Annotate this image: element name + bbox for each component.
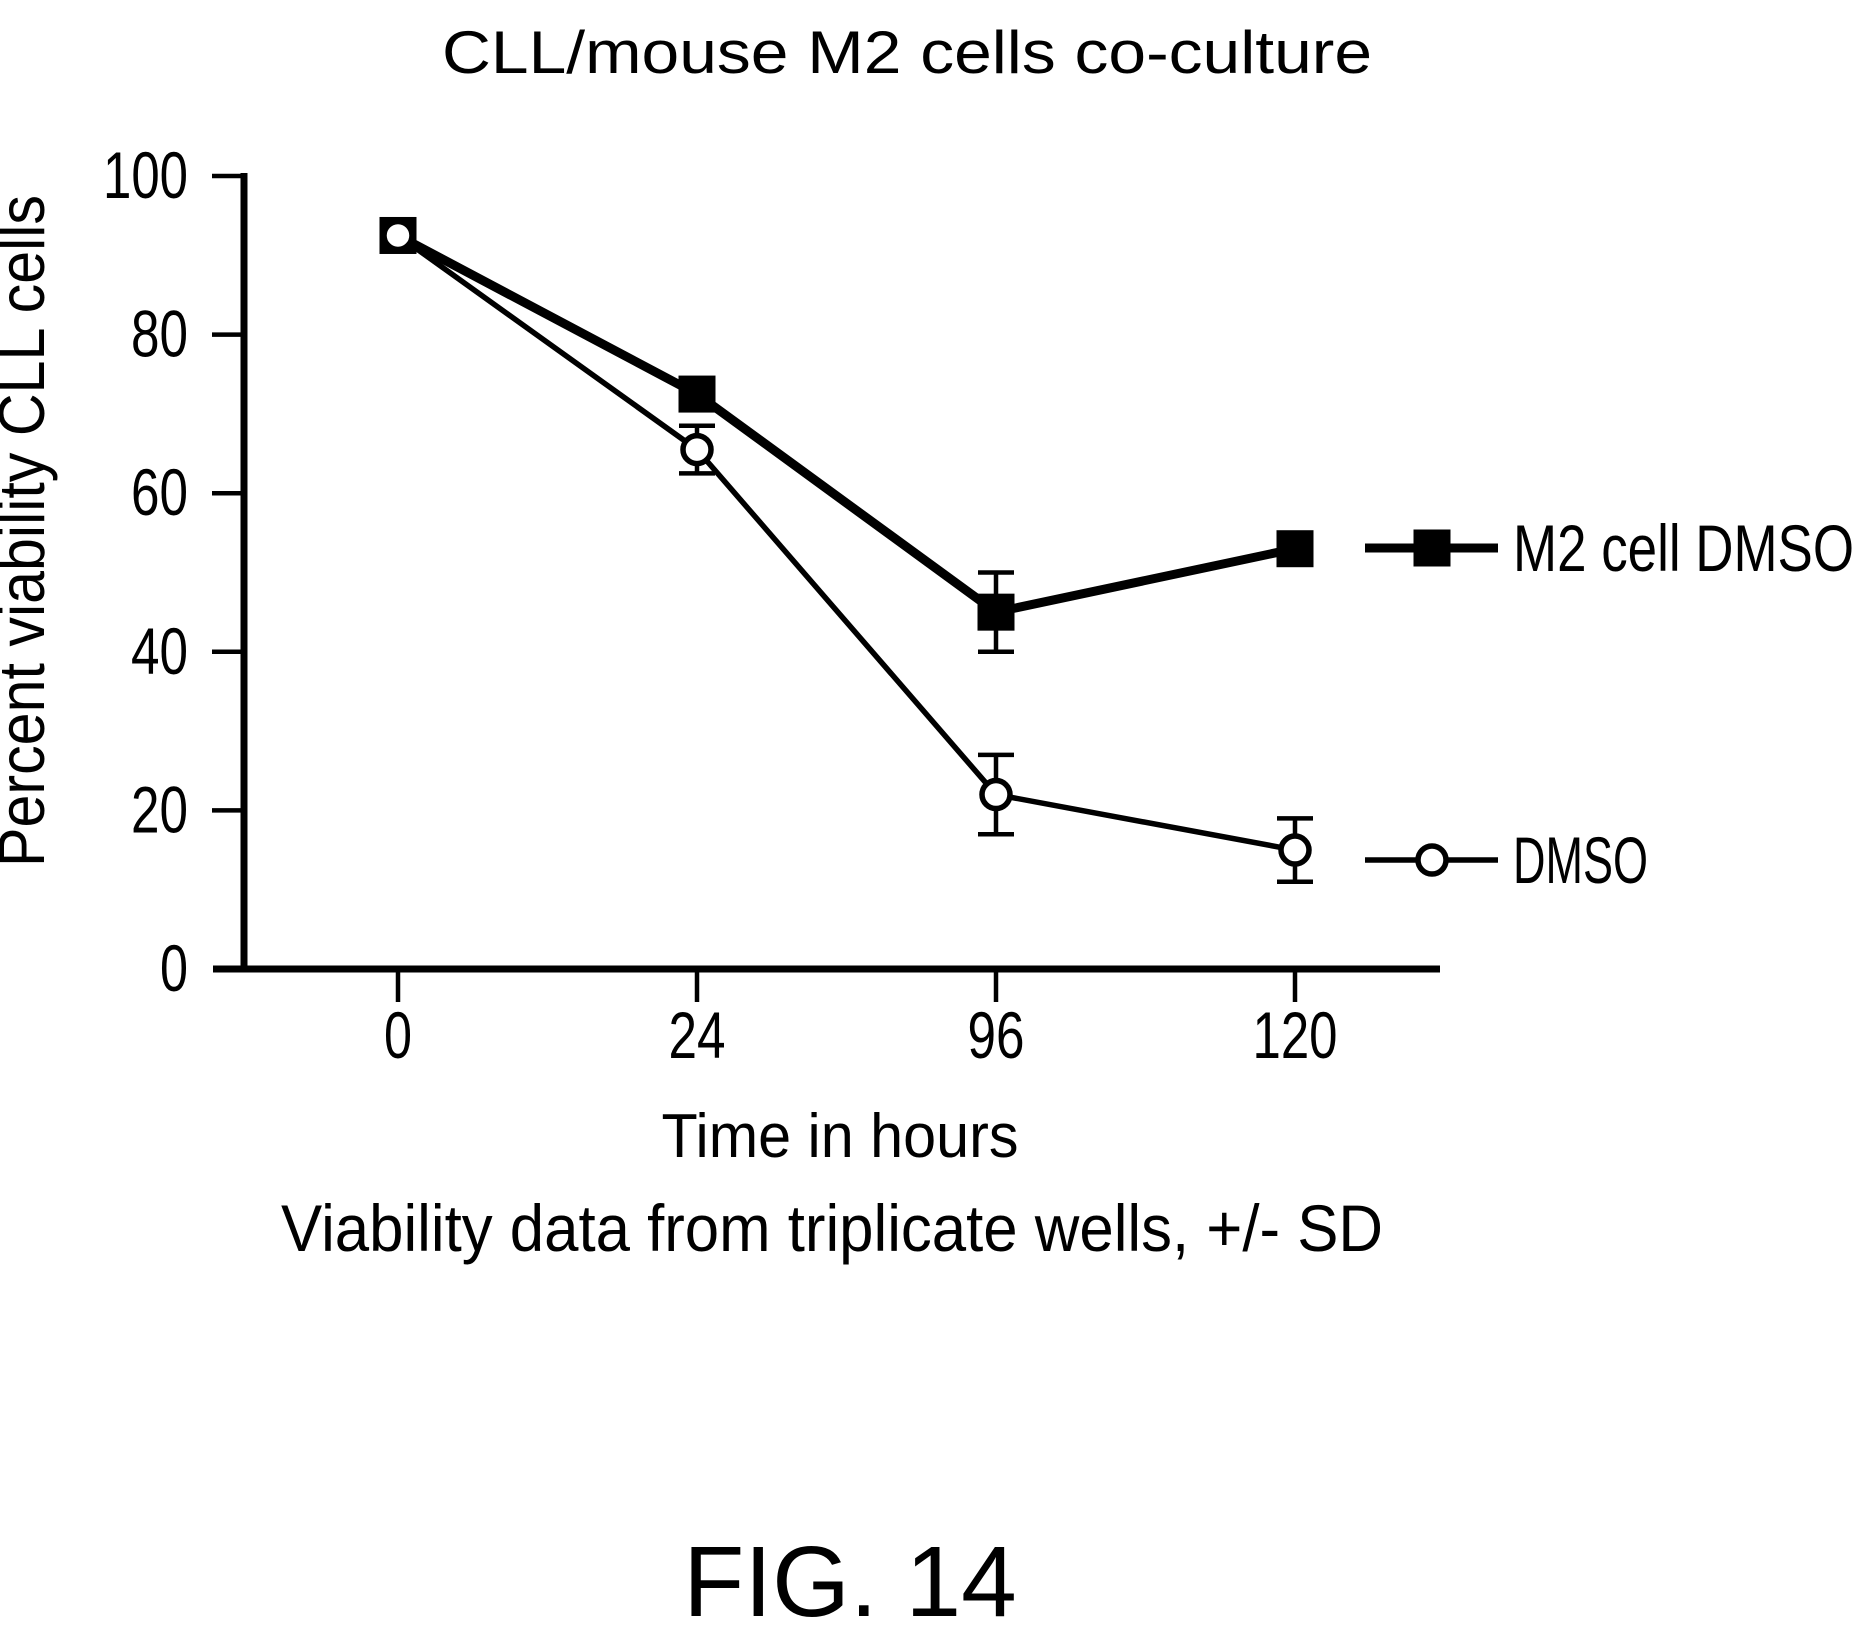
x-axis-label: Time in hours [662,1102,1019,1171]
series-line [396,233,1296,853]
series-m2-cell-dmso [379,216,1314,655]
y-tick-label: 0 [160,931,188,1005]
data-point-marker-open-circle [979,777,1013,812]
figure-caption: Viability data from triplicate wells, +/… [281,1191,1383,1265]
y-axis-label: Percent viability CLL cells [0,195,58,867]
data-point-marker-filled-square [1413,529,1451,567]
y-ticks: 0 20 40 60 80 100 [103,138,244,1005]
data-point-marker-open-circle [680,432,714,467]
x-tick-label: 0 [384,998,412,1072]
data-point-marker-open-circle [381,218,415,253]
data-point-marker-open-circle [1278,833,1312,867]
x-tick-label: 96 [968,998,1025,1072]
y-tick-label: 80 [131,297,188,371]
x-tick-label: 120 [1253,998,1338,1072]
legend-label: DMSO [1513,823,1648,897]
data-point-marker-filled-square [678,375,716,413]
legend-entry-m2-cell-dmso: M2 cell DMSO [1365,511,1854,585]
y-tick-label: 40 [131,614,188,688]
legend: M2 cell DMSO DMSO [1365,511,1854,897]
chart-title: CLL/mouse M2 cells co-culture [442,19,1372,86]
series-line [395,231,1296,617]
y-tick-label: 100 [103,138,188,212]
legend-entry-dmso: DMSO [1365,823,1648,897]
series-dmso [381,218,1313,885]
x-tick-label: 24 [669,998,726,1072]
data-point-marker-open-circle [1415,843,1449,877]
data-point-marker-filled-square [1276,530,1314,568]
data-point-marker-filled-square [977,593,1015,631]
x-ticks: 0 24 96 120 [384,969,1338,1072]
series-layer [379,216,1314,885]
figure-label: FIG. 14 [683,1526,1016,1638]
y-tick-label: 20 [131,772,188,846]
legend-label: M2 cell DMSO [1513,511,1854,585]
y-tick-label: 60 [131,455,188,529]
